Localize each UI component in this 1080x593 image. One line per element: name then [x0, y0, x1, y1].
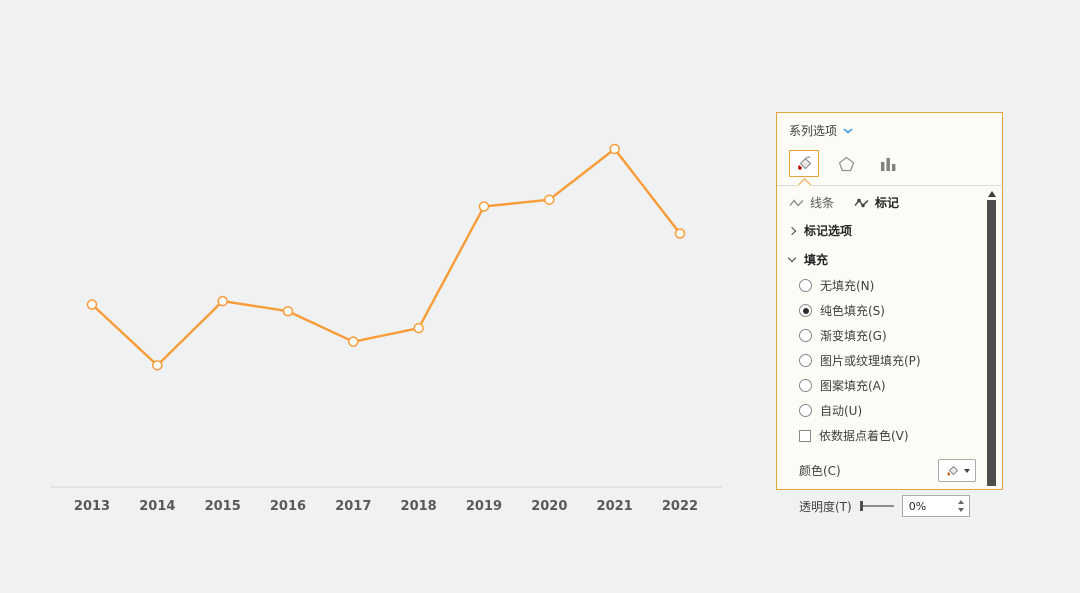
radio-icon — [799, 379, 812, 392]
transparency-value: 0% — [908, 499, 927, 513]
pane-divider — [777, 185, 1002, 186]
tab-effects[interactable] — [831, 150, 861, 177]
line-marker-subtabs: 线条 标记 — [777, 186, 1002, 215]
chevron-down-icon — [963, 468, 970, 473]
pane-header: 系列选项 — [777, 113, 1002, 141]
data-point-marker[interactable] — [544, 194, 555, 205]
pentagon-icon — [838, 156, 854, 171]
chevron-right-icon — [787, 226, 797, 235]
marker-icon — [854, 198, 869, 207]
radio-label: 纯色填充(S) — [820, 304, 885, 318]
subtab-line[interactable]: 线条 — [789, 194, 834, 211]
radio-icon — [799, 404, 812, 417]
line-chart[interactable]: 2013 2014 2015 2016 2017 2018 2019 2020 2021 2022 — [0, 0, 740, 593]
spinner-down-icon[interactable] — [958, 508, 965, 512]
radio-option-no-fill[interactable]: 无填充(N) — [777, 273, 1002, 298]
chevron-down-icon — [787, 253, 797, 263]
x-axis-tick-label: 2019 — [466, 499, 502, 514]
transparency-row: 透明度(T) 0% — [777, 485, 1002, 517]
data-series-line[interactable] — [91, 147, 681, 367]
radio-label: 渐变填充(G) — [820, 329, 887, 343]
radio-icon — [799, 329, 812, 342]
data-point-marker[interactable] — [348, 336, 359, 347]
checkbox-icon — [799, 429, 811, 442]
data-point-marker[interactable] — [674, 228, 686, 239]
x-axis-tick-label: 2013 — [74, 499, 110, 514]
pane-scrollbar[interactable] — [987, 191, 996, 486]
subtab-line-label: 线条 — [810, 196, 835, 210]
data-point-marker[interactable] — [282, 305, 294, 317]
section-fill-label: 填充 — [804, 253, 829, 267]
line-icon — [789, 198, 804, 207]
spinner-arrows — [954, 496, 969, 516]
data-point-marker[interactable] — [217, 295, 228, 307]
subtab-marker-label: 标记 — [875, 196, 900, 210]
tab-fill-and-line[interactable] — [789, 150, 819, 177]
radio-label: 图片或纹理填充(P) — [820, 354, 921, 368]
section-marker-options[interactable]: 标记选项 — [777, 215, 1002, 244]
data-point-marker[interactable] — [478, 201, 490, 212]
spinner-up-icon[interactable] — [958, 500, 965, 504]
radio-option-automatic[interactable]: 自动(U) — [777, 398, 1002, 423]
bar-chart-icon — [880, 158, 895, 171]
x-axis-tick-label: 2022 — [662, 499, 698, 514]
x-axis-tick-label: 2014 — [139, 499, 175, 514]
data-point-marker[interactable] — [609, 143, 620, 155]
format-data-series-pane: 系列选项 — [776, 112, 1003, 517]
radio-option-pattern-fill[interactable]: 图案填充(A) — [777, 373, 1002, 398]
paint-bucket-icon — [946, 465, 958, 476]
checkbox-vary-colors-by-point[interactable]: 依数据点着色(V) — [777, 423, 1002, 448]
color-row: 颜色(C) — [777, 448, 1002, 485]
radio-label: 图案填充(A) — [820, 379, 886, 393]
color-label: 颜色(C) — [799, 464, 841, 478]
x-axis-tick-label: 2016 — [270, 499, 306, 514]
transparency-label: 透明度(T) — [799, 499, 852, 514]
slider-track — [859, 505, 894, 507]
checkbox-label: 依数据点着色(V) — [819, 429, 909, 443]
section-marker-options-label: 标记选项 — [804, 224, 853, 238]
transparency-spinner[interactable]: 0% — [901, 495, 970, 517]
radio-option-solid-fill[interactable]: 纯色填充(S) — [777, 298, 1002, 323]
radio-icon — [799, 304, 812, 317]
scrollbar-thumb[interactable] — [987, 200, 996, 486]
pane-icon-tabs — [777, 141, 1002, 179]
data-point-marker[interactable] — [86, 299, 98, 310]
radio-label: 自动(U) — [820, 404, 863, 418]
radio-label: 无填充(N) — [820, 279, 875, 293]
x-axis-tick-label: 2017 — [335, 499, 371, 514]
paint-bucket-icon — [797, 156, 811, 170]
radio-icon — [799, 354, 812, 367]
section-fill[interactable]: 填充 — [777, 244, 1002, 273]
data-point-marker[interactable] — [413, 322, 424, 334]
radio-icon — [799, 279, 812, 292]
pane-title: 系列选项 — [789, 124, 838, 138]
x-axis-tick-label: 2015 — [205, 499, 241, 514]
radio-option-gradient-fill[interactable]: 渐变填充(G) — [777, 323, 1002, 348]
chevron-down-icon[interactable] — [843, 127, 853, 134]
data-point-marker[interactable] — [152, 360, 163, 371]
radio-option-picture-texture-fill[interactable]: 图片或纹理填充(P) — [777, 348, 1002, 373]
x-axis-tick-label: 2020 — [531, 499, 567, 514]
x-axis-tick-label: 2021 — [597, 499, 633, 514]
x-axis-tick-label: 2018 — [401, 499, 437, 514]
scroll-up-icon[interactable] — [987, 191, 996, 197]
tab-series-options[interactable] — [873, 150, 903, 177]
color-dropdown-button[interactable] — [938, 459, 976, 482]
subtab-marker[interactable]: 标记 — [854, 194, 899, 211]
slider-handle[interactable] — [859, 501, 863, 511]
transparency-slider[interactable] — [859, 500, 894, 512]
